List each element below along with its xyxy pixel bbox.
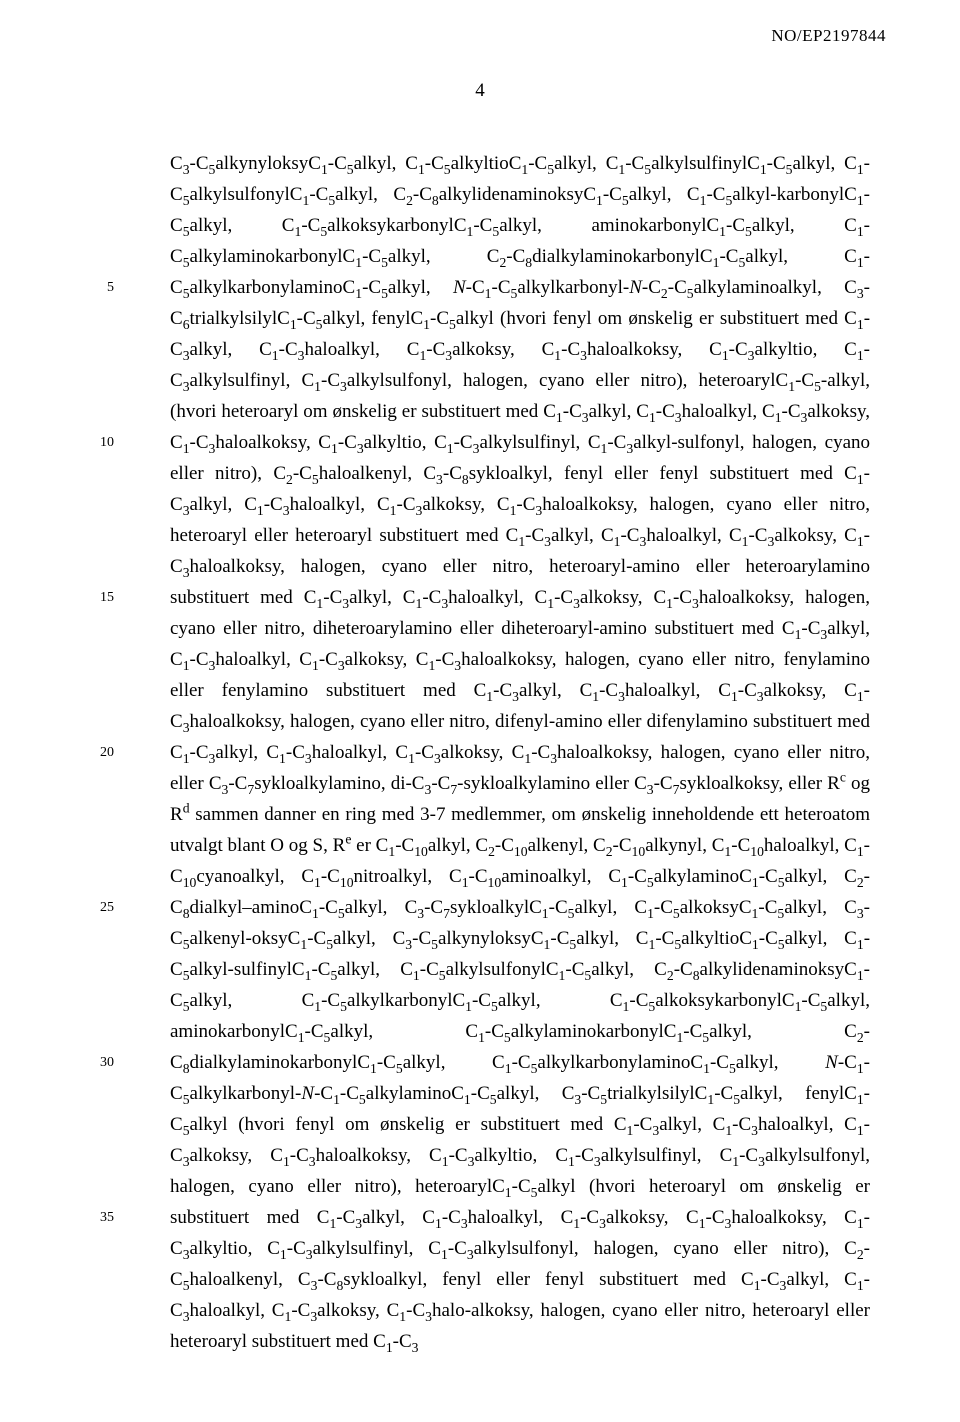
line-number <box>84 1109 114 1140</box>
line-number <box>84 954 114 985</box>
body-text: C3-C5alkynyloksyC1-C5alkyl, C1-C5alkylti… <box>170 148 870 1357</box>
line-number: 20 <box>84 737 114 768</box>
line-number <box>84 396 114 427</box>
line-number <box>84 1171 114 1202</box>
page-number: 4 <box>0 80 960 102</box>
line-number <box>84 148 114 179</box>
line-number <box>84 458 114 489</box>
line-number: 5 <box>84 272 114 303</box>
line-number <box>84 241 114 272</box>
line-number <box>84 365 114 396</box>
line-number <box>84 675 114 706</box>
line-number <box>84 768 114 799</box>
page: NO/EP2197844 4 5 10 15 20 25 30 35 C3-C5… <box>0 0 960 1422</box>
line-number <box>84 861 114 892</box>
line-number: 25 <box>84 892 114 923</box>
document-id: NO/EP2197844 <box>771 26 886 46</box>
line-number <box>84 799 114 830</box>
line-number <box>84 489 114 520</box>
line-number: 10 <box>84 427 114 458</box>
line-number <box>84 830 114 861</box>
line-number <box>84 613 114 644</box>
line-number: 15 <box>84 582 114 613</box>
line-number <box>84 210 114 241</box>
line-number <box>84 644 114 675</box>
line-number <box>84 334 114 365</box>
line-number <box>84 179 114 210</box>
line-number <box>84 1016 114 1047</box>
line-number <box>84 551 114 582</box>
line-number <box>84 520 114 551</box>
line-number: 30 <box>84 1047 114 1078</box>
line-number <box>84 303 114 334</box>
line-number-gutter: 5 10 15 20 25 30 35 <box>84 148 114 1233</box>
line-number <box>84 1078 114 1109</box>
line-number <box>84 923 114 954</box>
line-number <box>84 706 114 737</box>
line-number <box>84 985 114 1016</box>
line-number <box>84 1140 114 1171</box>
line-number: 35 <box>84 1202 114 1233</box>
